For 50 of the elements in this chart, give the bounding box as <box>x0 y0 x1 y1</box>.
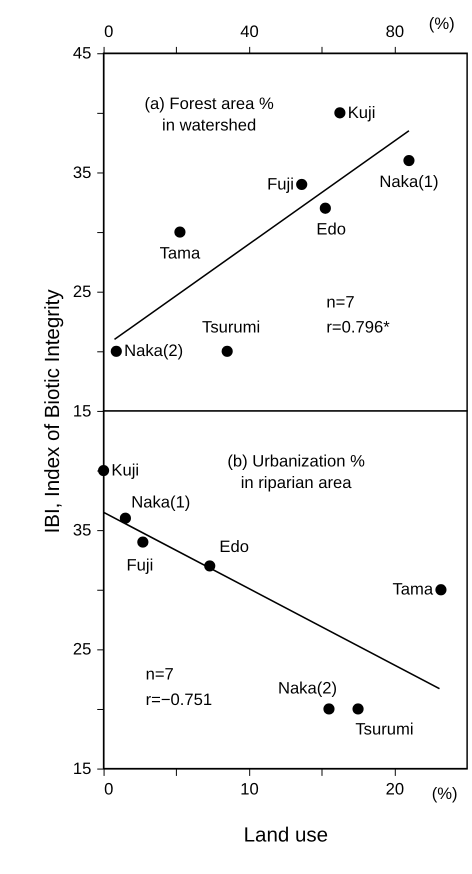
annotation: Edo <box>316 220 346 239</box>
point <box>334 107 346 118</box>
annotation: r=0.796* <box>326 318 390 337</box>
point <box>320 202 331 214</box>
point <box>222 346 233 357</box>
point <box>323 703 335 715</box>
point <box>352 703 364 715</box>
annotation: Edo <box>219 537 249 556</box>
point <box>137 536 148 548</box>
annotation: Tama <box>392 580 434 599</box>
point <box>110 346 122 357</box>
annotation: Kuji <box>111 460 140 480</box>
y-tick-label: 25 <box>72 640 92 659</box>
point <box>403 154 415 166</box>
annotation: (a) Forest area % in watershed <box>144 94 274 134</box>
y-tick-label: 15 <box>72 758 92 778</box>
annotation: Fuji <box>126 555 154 574</box>
y-tick-label: 35 <box>72 520 92 540</box>
annotation: Tama <box>160 243 201 262</box>
point <box>120 512 131 524</box>
annotation: r=−0.751 <box>146 690 212 710</box>
y-tick-label: 15 <box>72 401 92 420</box>
annotation: Naka(2) <box>124 341 184 360</box>
point <box>174 226 186 238</box>
text: (%) <box>432 784 458 803</box>
annotation: Naka(2) <box>278 678 338 698</box>
y-tick-label: 45 <box>72 44 92 63</box>
x-tick-label: 0 <box>104 22 114 42</box>
annotation: Kuji <box>348 102 376 122</box>
x-tick-label: 0 <box>104 779 114 798</box>
annotation: n=7 <box>146 664 174 684</box>
x-tick-label: 10 <box>240 779 259 798</box>
annotation: n=7 <box>326 292 355 312</box>
text: (%) <box>428 14 455 33</box>
point <box>98 464 110 476</box>
x-tick-label: 40 <box>240 22 259 42</box>
annotation: Fuji <box>267 174 294 194</box>
x-axis-title: Land use <box>244 823 328 846</box>
point <box>435 584 447 596</box>
point <box>296 178 308 190</box>
annotation: Naka(1) <box>131 492 190 512</box>
annotation: Naka(1) <box>379 172 438 191</box>
annotation: Tsurumi <box>202 318 260 337</box>
y-axis-title: IBI, Index of Biotic Integrity <box>41 288 64 534</box>
y-tick-label: 25 <box>72 282 92 302</box>
x-tick-label: 20 <box>386 779 404 798</box>
y-tick-label: 35 <box>72 162 92 182</box>
annotation: (b) Urbanization % in riparian area <box>227 452 366 492</box>
annotation: Tsurumi <box>355 719 414 738</box>
x-tick-label: 80 <box>386 22 404 42</box>
